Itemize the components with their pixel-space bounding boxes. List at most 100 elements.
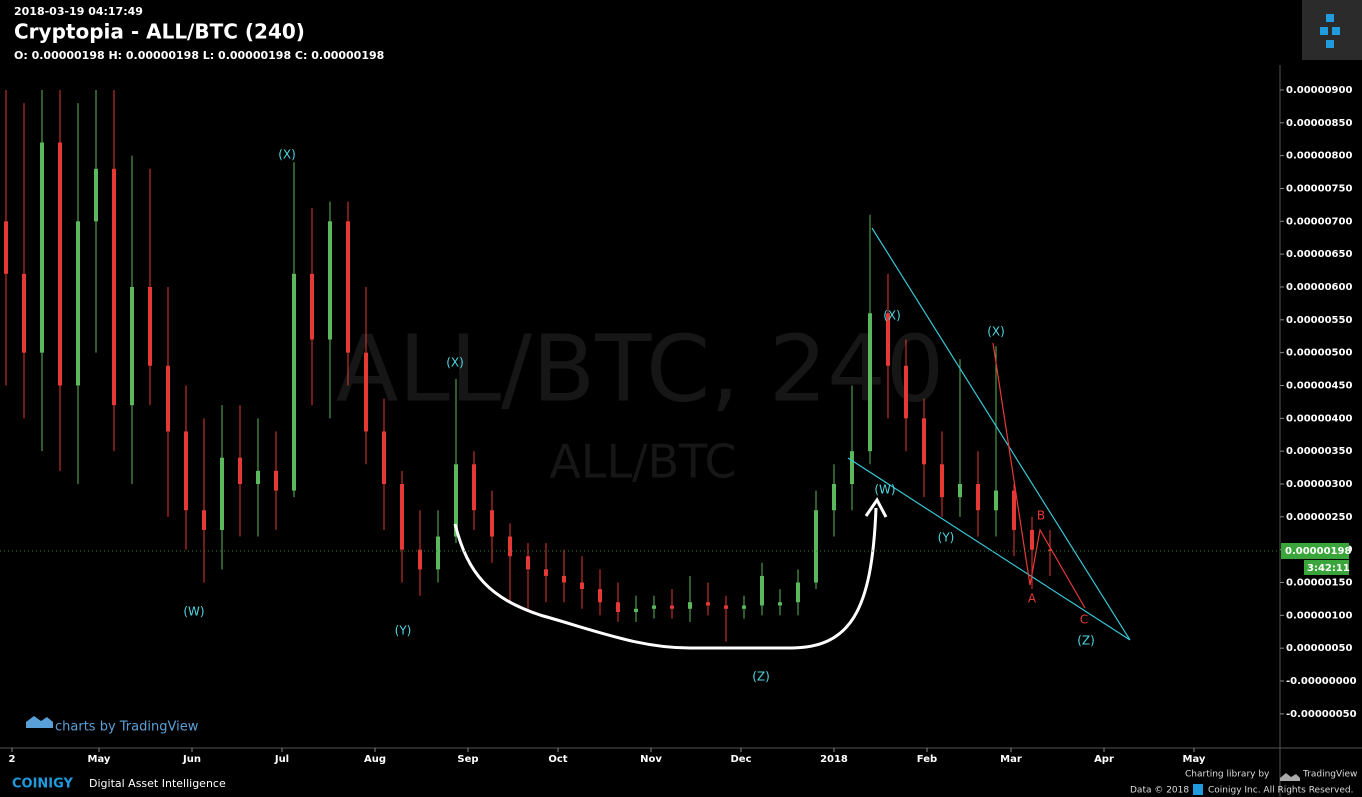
y-tick-label: 0.00000500: [1286, 348, 1352, 359]
candle-body: [39, 142, 44, 353]
wave-label: (W): [183, 605, 204, 619]
title: Cryptopia - ALL/BTC (240): [14, 20, 305, 44]
y-tick-label: 0.00000250: [1286, 512, 1352, 523]
candle-body: [165, 365, 170, 432]
candle-body: [741, 605, 746, 609]
x-tick-label: May: [1183, 754, 1206, 765]
candle-body: [417, 549, 422, 570]
candle-body: [975, 483, 980, 511]
candle-body: [345, 221, 350, 353]
candle-body: [507, 536, 512, 557]
countdown-box: [1304, 559, 1349, 575]
x-tick-label: 2018: [820, 754, 848, 765]
candle-body: [255, 470, 260, 484]
y-tick-label: 0.00000450: [1286, 380, 1352, 391]
wave-label: B: [1037, 509, 1045, 523]
y-tick-label: 0.00000050: [1286, 643, 1352, 654]
x-tick-label: Aug: [364, 754, 386, 765]
candle-body: [489, 510, 494, 537]
candle-body: [309, 273, 314, 340]
x-tick-label: Oct: [548, 754, 567, 765]
candle-body: [669, 605, 674, 609]
tv-logo: [26, 716, 53, 728]
candle-body: [921, 418, 926, 465]
candle-body: [867, 313, 872, 452]
charting-lib: Charting library by: [1185, 770, 1270, 780]
tv-credit[interactable]: charts by TradingView: [55, 720, 199, 735]
rounding-curve: [453, 507, 878, 650]
x-tick-label: Feb: [917, 754, 937, 765]
candle-body: [21, 273, 26, 353]
trend-lines: [847, 227, 1131, 641]
candle-body: [993, 490, 998, 511]
candle-body: [1047, 549, 1052, 551]
x-tick-label: Sep: [457, 754, 478, 765]
candle-body: [831, 483, 836, 511]
y-tick-label: 0.00000700: [1286, 216, 1352, 227]
y-tick-label: 0.00000750: [1286, 183, 1352, 194]
x-tick-label: Jul: [274, 754, 289, 765]
candle-body: [705, 602, 710, 606]
candle-body: [201, 510, 206, 530]
candle-body: [1029, 529, 1034, 550]
rights: Coinigy Inc. All Rights Reserved.: [1208, 786, 1353, 796]
candle-body: [237, 457, 242, 484]
candle-body: [219, 457, 224, 530]
candle-body: [597, 589, 602, 603]
x-tick-label: Dec: [730, 754, 751, 765]
curve-arrow: [864, 497, 888, 518]
wave-label: (Y): [938, 531, 955, 545]
candle-body: [381, 431, 386, 484]
candle-body: [903, 365, 908, 419]
wave-label: (W): [874, 483, 895, 497]
candle-body: [1011, 490, 1016, 530]
candle-body: [543, 569, 548, 576]
candle-body: [273, 470, 278, 491]
candle-body: [759, 575, 764, 606]
y-tick-label: 0.00000400: [1286, 413, 1352, 424]
candle-body: [579, 582, 584, 590]
wave-label: A: [1028, 592, 1037, 606]
candle-body: [633, 608, 638, 613]
y-tick-label: 0.00000150: [1286, 578, 1352, 589]
candle-body: [3, 221, 8, 274]
wave-label: C: [1080, 613, 1088, 627]
candle-body: [399, 483, 404, 550]
candle-body: [129, 286, 134, 406]
x-tick-label: May: [88, 754, 111, 765]
y-tick-label: 0.00000650: [1286, 249, 1352, 260]
y-tick-label: 0.00000550: [1286, 315, 1352, 326]
candle-body: [561, 575, 566, 583]
wave-label: (X): [278, 148, 296, 162]
tv-name: TradingView: [1302, 770, 1357, 780]
candle-body: [525, 556, 530, 570]
candle-body: [57, 142, 62, 386]
candle-body: [687, 602, 692, 609]
last-price-box: [1281, 542, 1349, 559]
y-tick-label: 0.00000800: [1286, 151, 1352, 162]
candle-body: [111, 168, 116, 406]
tagline: Digital Asset Intelligence: [89, 777, 226, 790]
x-tick-label: Nov: [640, 754, 662, 765]
watermark: ALL/BTC, 240: [336, 315, 945, 422]
last-price-label: 0.00000198: [1285, 546, 1351, 557]
candle-body: [849, 451, 854, 484]
tv-small-logo: [1280, 773, 1300, 781]
ohlc: O: 0.00000198 H: 0.00000198 L: 0.0000019…: [14, 49, 384, 62]
candle-body: [147, 286, 152, 366]
wave-label: (X): [883, 309, 901, 323]
y-tick-label: 0.00000300: [1286, 479, 1352, 490]
candle-body: [885, 313, 890, 366]
x-tick-label: Apr: [1094, 754, 1114, 765]
y-tick-label: 0.00000100: [1286, 610, 1352, 621]
y-tick-label: 0.00000850: [1286, 118, 1352, 129]
wave-label: (X): [446, 356, 464, 370]
plot: [3, 89, 1052, 642]
timestamp: 2018-03-19 04:17:49: [14, 5, 143, 18]
candle-body: [435, 536, 440, 570]
candle-body: [813, 510, 818, 583]
data-credit: Data © 2018: [1130, 786, 1189, 796]
y-tick-label: 0.00000600: [1286, 282, 1352, 293]
